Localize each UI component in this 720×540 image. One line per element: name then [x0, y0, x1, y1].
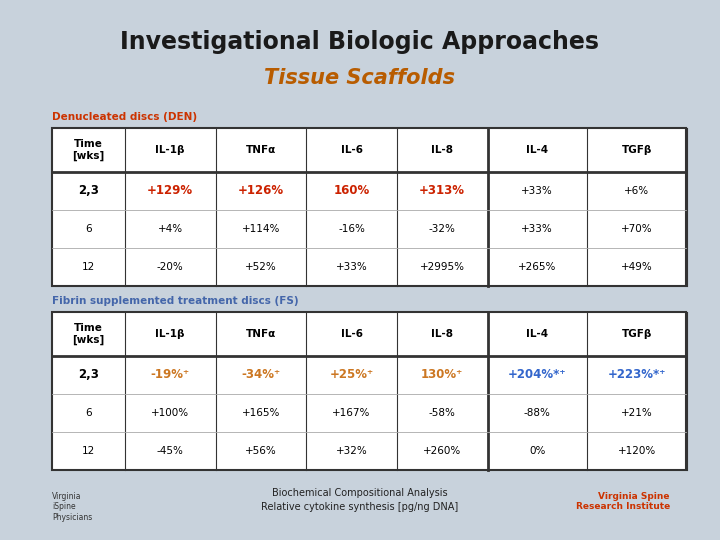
Text: TNFα: TNFα — [246, 145, 276, 155]
Text: 0%: 0% — [529, 446, 546, 456]
Text: TGFβ: TGFβ — [621, 145, 652, 155]
Text: TGFβ: TGFβ — [621, 329, 652, 339]
Text: Time
[wks]: Time [wks] — [72, 323, 104, 345]
Text: +129%: +129% — [147, 185, 193, 198]
Text: TNFα: TNFα — [246, 329, 276, 339]
Text: Virginia
iSpine
Physicians: Virginia iSpine Physicians — [52, 492, 92, 522]
Text: IL-1β: IL-1β — [156, 329, 185, 339]
Text: +100%: +100% — [151, 408, 189, 418]
FancyBboxPatch shape — [52, 312, 686, 470]
Text: +223%*⁺: +223%*⁺ — [608, 368, 666, 381]
Text: Relative cytokine synthesis [pg/ng DNA]: Relative cytokine synthesis [pg/ng DNA] — [261, 502, 459, 512]
Text: Denucleated discs (DEN): Denucleated discs (DEN) — [52, 112, 197, 122]
Text: +25%⁺: +25%⁺ — [330, 368, 374, 381]
Text: Tissue Scaffolds: Tissue Scaffolds — [264, 68, 456, 88]
Text: +165%: +165% — [242, 408, 280, 418]
Text: +313%: +313% — [419, 185, 465, 198]
Text: IL-8: IL-8 — [431, 329, 453, 339]
Text: +52%: +52% — [245, 262, 276, 272]
Text: IL-1β: IL-1β — [156, 145, 185, 155]
Text: Fibrin supplemented treatment discs (FS): Fibrin supplemented treatment discs (FS) — [52, 296, 299, 306]
Text: +6%: +6% — [624, 186, 649, 196]
Text: -19%⁺: -19%⁺ — [150, 368, 190, 381]
Text: +70%: +70% — [621, 224, 652, 234]
Text: -16%: -16% — [338, 224, 365, 234]
Text: +21%: +21% — [621, 408, 653, 418]
Text: Time
[wks]: Time [wks] — [72, 139, 104, 161]
Text: +167%: +167% — [333, 408, 371, 418]
Text: -32%: -32% — [429, 224, 456, 234]
Text: Virginia Spine
Research Institute: Virginia Spine Research Institute — [576, 492, 670, 511]
Text: 2,3: 2,3 — [78, 185, 99, 198]
Text: -34%⁺: -34%⁺ — [241, 368, 281, 381]
Text: Biochemical Compositional Analysis: Biochemical Compositional Analysis — [272, 488, 448, 498]
Text: 130%⁺: 130%⁺ — [421, 368, 464, 381]
Text: 12: 12 — [82, 446, 95, 456]
Text: IL-6: IL-6 — [341, 329, 363, 339]
Text: -20%: -20% — [157, 262, 184, 272]
Text: +265%: +265% — [518, 262, 557, 272]
Text: +114%: +114% — [242, 224, 280, 234]
Text: 6: 6 — [85, 224, 91, 234]
Text: -45%: -45% — [157, 446, 184, 456]
Text: +260%: +260% — [423, 446, 462, 456]
Text: IL-6: IL-6 — [341, 145, 363, 155]
Text: 12: 12 — [82, 262, 95, 272]
Text: IL-8: IL-8 — [431, 145, 453, 155]
Text: +204%*⁺: +204%*⁺ — [508, 368, 567, 381]
Text: 160%: 160% — [333, 185, 369, 198]
Text: IL-4: IL-4 — [526, 145, 549, 155]
Text: +56%: +56% — [245, 446, 276, 456]
Text: +120%: +120% — [618, 446, 656, 456]
FancyBboxPatch shape — [52, 128, 686, 286]
Text: +49%: +49% — [621, 262, 653, 272]
Text: +32%: +32% — [336, 446, 367, 456]
Text: +126%: +126% — [238, 185, 284, 198]
Text: 2,3: 2,3 — [78, 368, 99, 381]
Text: +33%: +33% — [336, 262, 367, 272]
Text: +2995%: +2995% — [420, 262, 464, 272]
Text: 6: 6 — [85, 408, 91, 418]
Text: Investigational Biologic Approaches: Investigational Biologic Approaches — [120, 30, 600, 54]
Text: -58%: -58% — [429, 408, 456, 418]
Text: +33%: +33% — [521, 186, 553, 196]
Text: +33%: +33% — [521, 224, 553, 234]
Text: +4%: +4% — [158, 224, 183, 234]
Text: -88%: -88% — [524, 408, 551, 418]
Text: IL-4: IL-4 — [526, 329, 549, 339]
